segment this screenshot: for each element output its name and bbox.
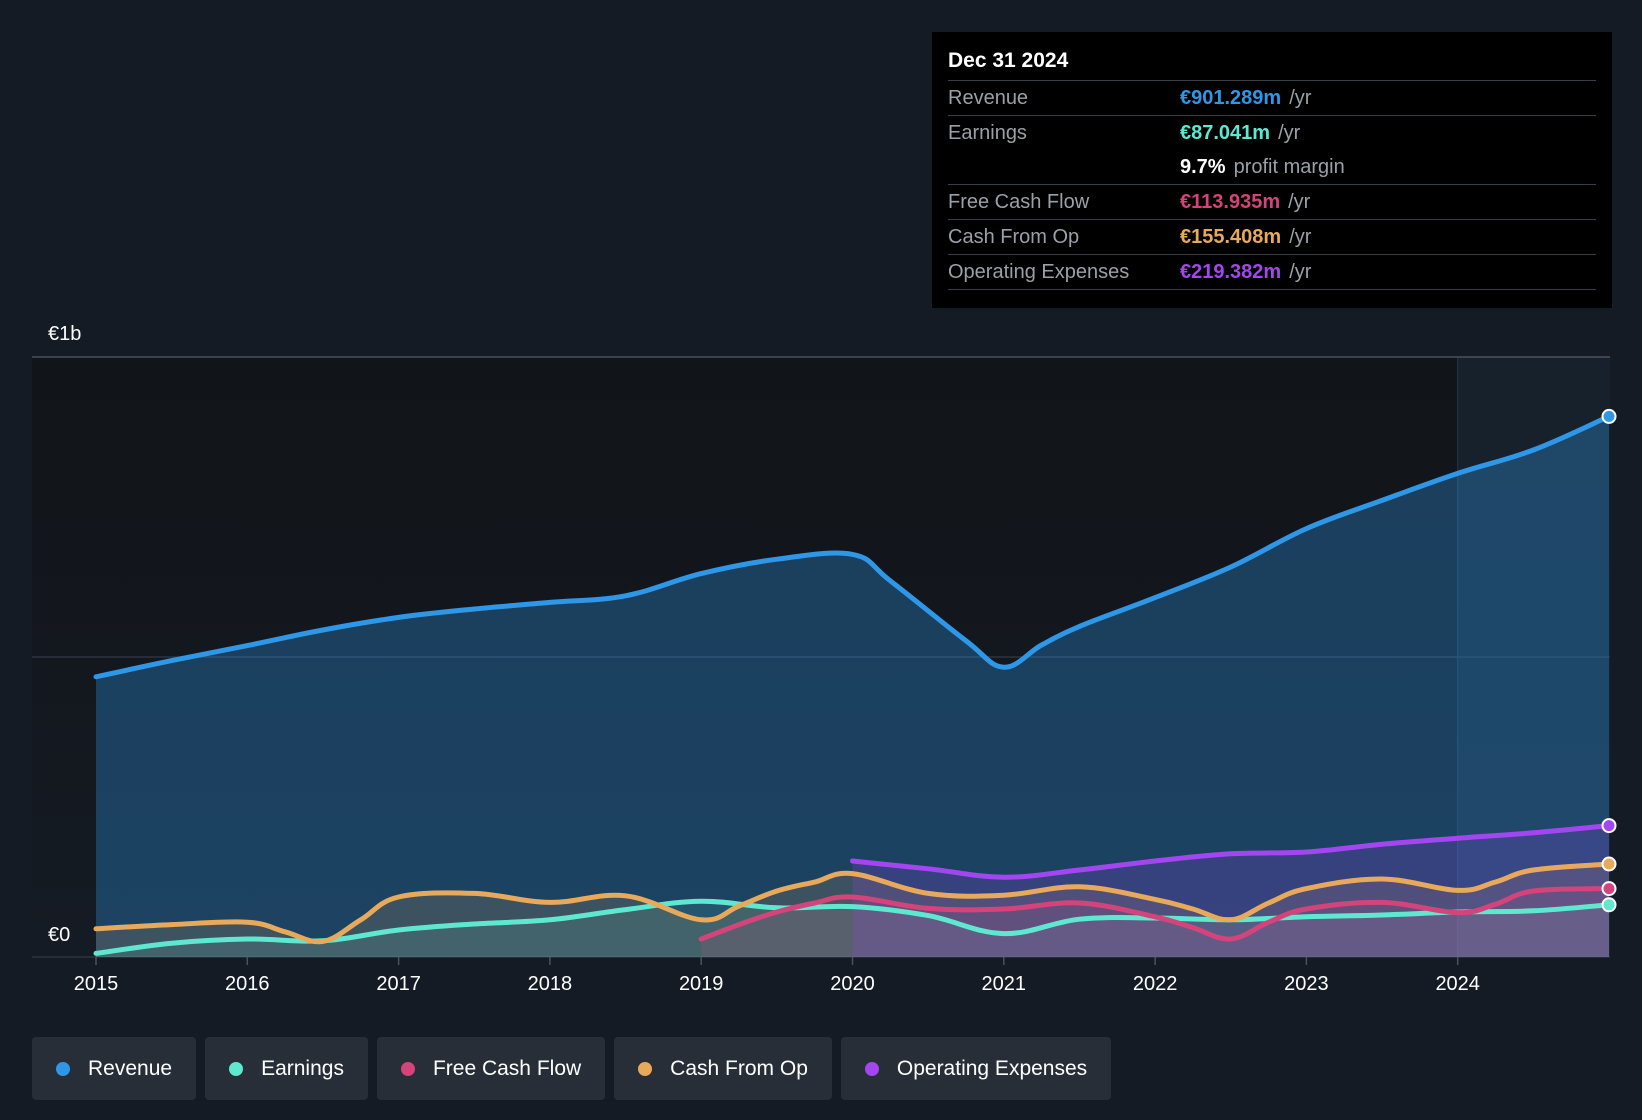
tooltip-row-earnings: Earnings €87.041m /yr xyxy=(948,115,1596,150)
free-cash-flow-dot-icon xyxy=(400,1061,415,1076)
tooltip-row-revenue: Revenue €901.289m /yr xyxy=(948,80,1596,115)
y-tick-label-bottom: €0 xyxy=(48,924,70,946)
endpoint-revenue[interactable] xyxy=(1601,408,1617,424)
tooltip-value: €87.041m xyxy=(1180,121,1271,144)
x-tick-label: 2015 xyxy=(74,973,119,995)
tooltip-label: Free Cash Flow xyxy=(948,190,1090,213)
x-tick-label: 2018 xyxy=(528,973,573,995)
operating-expenses-dot-icon xyxy=(864,1061,879,1076)
legend-label: Free Cash Flow xyxy=(432,1056,582,1080)
tooltip-value: €901.289m xyxy=(1180,86,1282,109)
cash-from-op-dot-icon xyxy=(638,1061,653,1076)
tooltip-row-opex: Operating Expenses €219.382m /yr xyxy=(948,254,1596,290)
tooltip-row-cfo: Cash From Op €155.408m /yr xyxy=(948,219,1596,254)
area-free-cash-flow xyxy=(701,888,1609,957)
tooltip-label: Earnings xyxy=(948,121,1027,144)
x-tick-label: 2017 xyxy=(376,973,421,995)
legend: Revenue Earnings Free Cash Flow Cash Fro… xyxy=(32,1037,1112,1100)
tooltip-unit: /yr xyxy=(1278,121,1301,144)
endpoint-cash-from-op[interactable] xyxy=(1601,856,1617,872)
area-revenue xyxy=(96,416,1609,957)
tooltip-unit: /yr xyxy=(1288,190,1311,213)
tooltip-unit: /yr xyxy=(1289,225,1312,248)
series-line-operating-expenses xyxy=(850,823,1612,880)
x-tick-label: 2023 xyxy=(1284,973,1329,995)
tooltip-value: €113.935m xyxy=(1180,190,1281,213)
x-tick-label: 2022 xyxy=(1133,973,1178,995)
tooltip-label: Cash From Op xyxy=(948,225,1080,248)
tooltip-label: Operating Expenses xyxy=(948,260,1130,283)
series-line-revenue xyxy=(93,413,1612,680)
legend-item-cash-from-op[interactable]: Cash From Op xyxy=(614,1037,832,1100)
earnings-dot-icon xyxy=(229,1061,244,1076)
tooltip-value: €155.408m xyxy=(1180,225,1282,248)
series-line-earnings xyxy=(93,898,1612,956)
endpoint-earnings[interactable] xyxy=(1601,897,1617,913)
legend-label: Operating Expenses xyxy=(896,1056,1088,1080)
x-tick-label: 2020 xyxy=(830,973,875,995)
x-tick-label: 2021 xyxy=(982,973,1027,995)
x-tick-label: 2024 xyxy=(1435,973,1480,995)
series-line-cash-from-op xyxy=(93,861,1612,945)
y-tick-label-top: €1b xyxy=(48,323,81,345)
endpoint-free-cash-flow[interactable] xyxy=(1601,881,1617,897)
tooltip-unit: /yr xyxy=(1289,86,1312,109)
tooltip-row-margin: 9.7% profit margin xyxy=(948,150,1596,184)
legend-label: Earnings xyxy=(261,1056,344,1080)
area-operating-expenses xyxy=(852,825,1609,957)
legend-item-operating-expenses[interactable]: Operating Expenses xyxy=(840,1037,1112,1100)
area-cash-from-op xyxy=(96,864,1609,957)
legend-label: Revenue xyxy=(88,1056,173,1080)
revenue-dot-icon xyxy=(56,1061,70,1076)
tooltip-unit: /yr xyxy=(1289,260,1312,283)
area-earnings xyxy=(96,901,1609,957)
tooltip-date: Dec 31 2024 xyxy=(948,49,1069,72)
profit-margin-label: profit margin xyxy=(1233,155,1345,178)
tooltip: Dec 31 2024 Revenue €901.289m /yr Earnin… xyxy=(932,32,1612,308)
endpoint-operating-expenses[interactable] xyxy=(1601,818,1617,834)
legend-item-earnings[interactable]: Earnings xyxy=(205,1037,368,1100)
legend-item-free-cash-flow[interactable]: Free Cash Flow xyxy=(376,1037,606,1100)
tooltip-row-fcf: Free Cash Flow €113.935m /yr xyxy=(948,184,1596,219)
tooltip-value: €219.382m xyxy=(1180,260,1282,283)
profit-margin-value: 9.7% xyxy=(1180,155,1226,178)
series-line-free-cash-flow xyxy=(698,886,1612,942)
legend-label: Cash From Op xyxy=(670,1056,808,1080)
x-tick-label: 2019 xyxy=(679,973,724,995)
tooltip-label: Revenue xyxy=(948,86,1029,109)
x-tick-label: 2016 xyxy=(225,973,270,995)
legend-item-revenue[interactable]: Revenue xyxy=(32,1037,197,1100)
